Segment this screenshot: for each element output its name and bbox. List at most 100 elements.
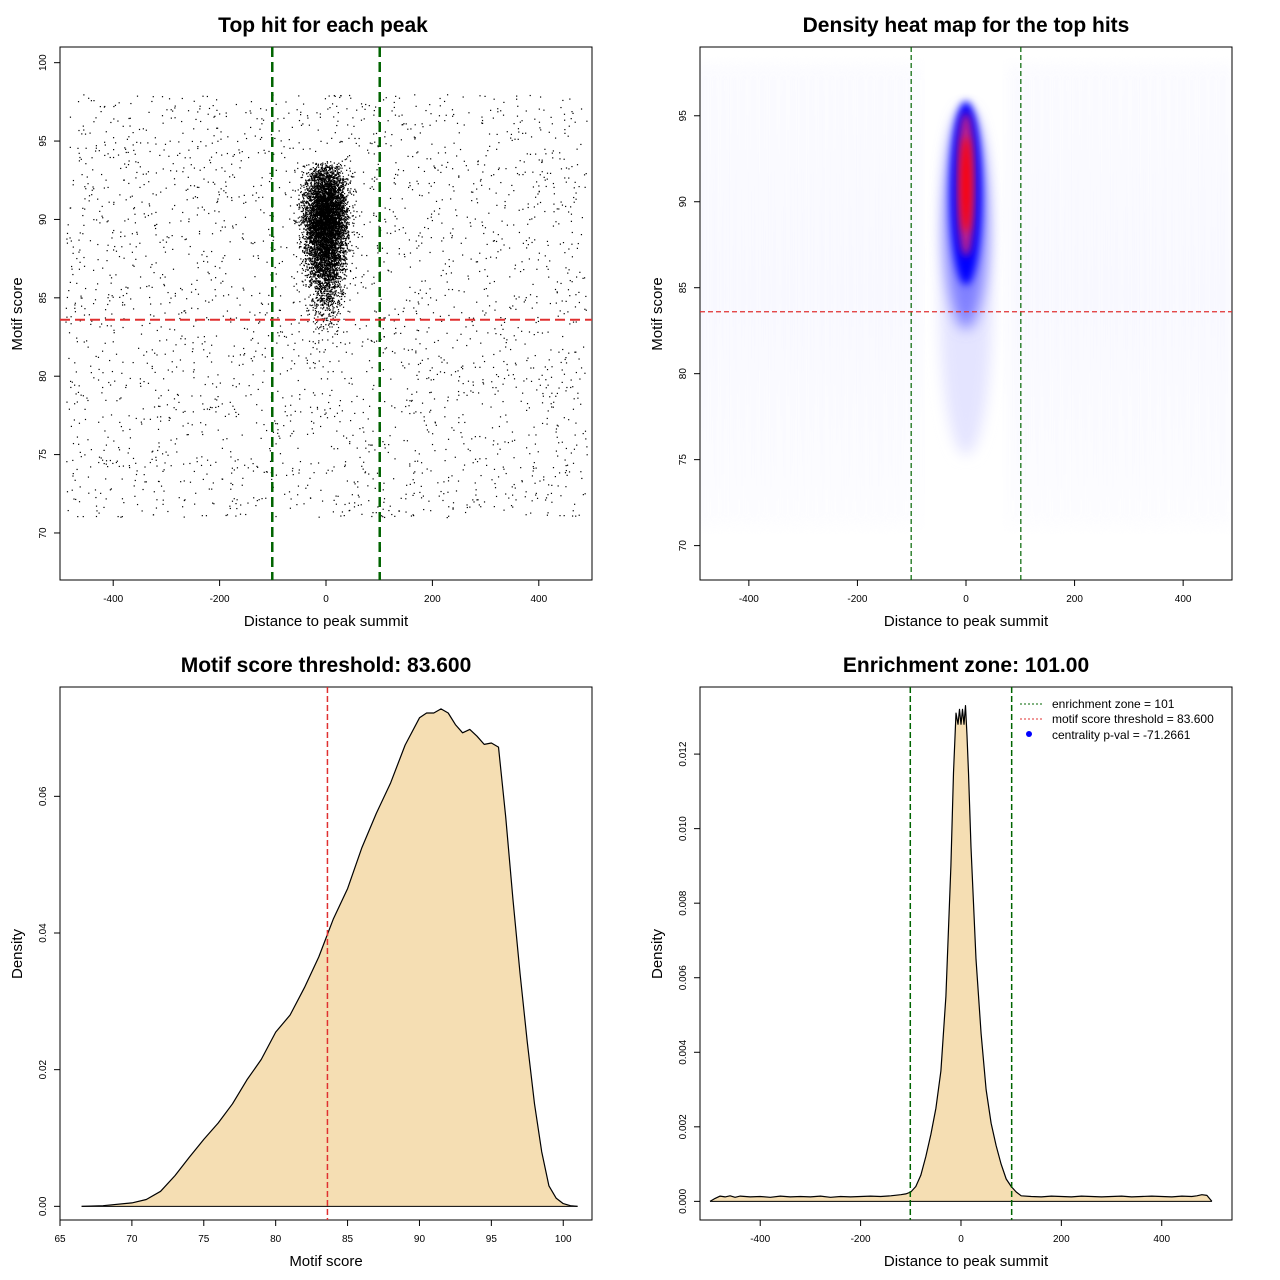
scatter-point [233,469,235,471]
scatter-point [318,175,320,177]
scatter-point [338,183,340,185]
scatter-point [559,158,561,160]
scatter-point [393,333,396,335]
scatter-point [283,146,285,148]
scatter-point [444,406,446,409]
scatter-point [305,214,307,217]
scatter-point [307,314,309,316]
scatter-point [565,469,567,472]
scatter-point [307,117,309,119]
scatter-point [370,339,372,342]
scatter-point [534,239,536,241]
scatter-point [521,480,523,482]
scatter-point [409,465,411,467]
scatter-point [77,516,79,518]
scatter-point [80,394,82,396]
scatter-point [339,305,341,307]
scatter-point [291,395,293,397]
scatter-point [207,319,210,321]
scatter-point [327,371,329,373]
scatter-point [328,251,331,253]
scatter-point [337,196,339,198]
scatter-point [139,186,141,189]
scatter-point [320,378,323,380]
scatter-point [346,108,348,110]
scatter-point [444,294,446,297]
scatter-point [406,399,408,401]
scatter-point [101,205,103,208]
scatter-point [264,152,266,154]
scatter-point [148,111,150,113]
scatter-point [225,192,227,194]
scatter-point [84,418,87,421]
scatter-point [98,512,100,514]
scatter-point [320,300,323,302]
scatter-point [109,489,111,491]
scatter-point [281,357,284,359]
scatter-point [231,500,234,502]
scatter-point [101,323,103,325]
scatter-point [458,394,460,396]
scatter-point [514,487,516,489]
scatter-point [331,293,333,295]
scatter-point [538,108,540,110]
scatter-point [293,277,295,280]
scatter-point [302,207,305,210]
scatter-point [257,388,259,391]
scatter-point [258,322,260,324]
scatter-point [308,276,311,279]
scatter-point [382,369,384,371]
scatter-point [204,341,206,343]
scatter-point [335,166,337,168]
scatter-point [503,468,505,470]
scatter-point [101,350,104,352]
scatter-point [227,136,229,138]
scatter-point [572,112,574,114]
scatter-point [109,384,112,386]
scatter-point [304,218,306,220]
scatter-point [427,227,429,230]
scatter-point [285,336,288,338]
scatter-point [351,494,353,496]
scatter-point [170,117,172,119]
scatter-point [158,442,160,444]
scatter-point [306,115,309,117]
scatter-point [219,113,221,115]
scatter-point [275,169,277,171]
scatter-point [117,120,119,122]
scatter-point [252,374,254,376]
scatter-point [368,500,370,502]
scatter-point [323,226,325,228]
scatter-point [226,310,229,312]
scatter-point [153,406,156,408]
scatter-point [328,401,330,404]
scatter-point [324,257,326,259]
scatter-point [495,257,498,259]
scatter-point [313,192,315,195]
scatter-point [321,243,323,245]
scatter-point [313,317,315,319]
scatter-point [525,514,527,516]
scatter-point [334,302,337,305]
scatter-point [338,360,340,362]
scatter-point [241,150,243,153]
scatter-point [395,95,397,97]
scatter-point [515,364,517,366]
scatter-point [224,226,226,228]
scatter-point [236,297,238,299]
scatter-point [346,203,348,206]
scatter-point [336,192,338,194]
scatter-point [490,256,492,258]
scatter-point [253,185,255,188]
scatter-point [352,255,354,257]
scatter-point [226,514,229,516]
scatter-point [328,95,330,97]
scatter-point [481,403,483,405]
scatter-point [453,306,455,308]
scatter-point [537,316,539,319]
scatter-point [235,515,237,517]
scatter-point [195,492,197,494]
scatter-point [551,392,553,394]
scatter-point [320,291,322,294]
scatter-point [480,474,482,477]
